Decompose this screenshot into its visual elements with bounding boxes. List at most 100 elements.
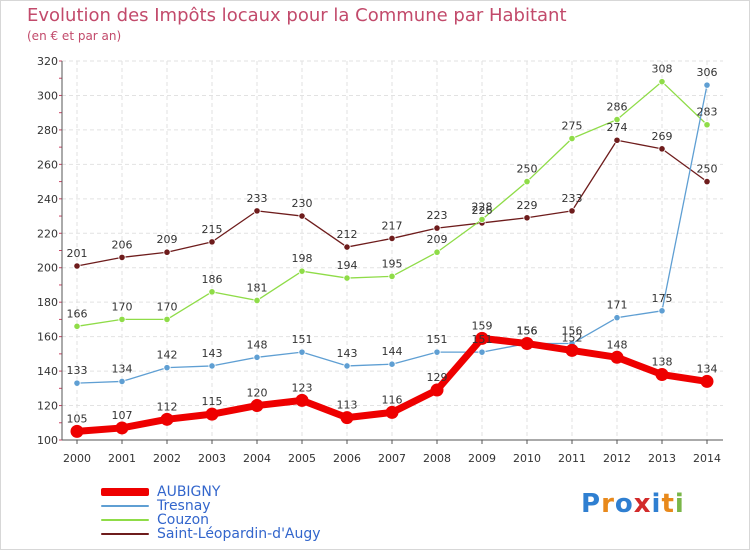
x-tick-label: 2012 — [603, 452, 631, 465]
data-label: 156 — [517, 325, 538, 338]
y-tick-label: 320 — [37, 55, 58, 68]
data-point — [700, 374, 714, 388]
data-point — [298, 267, 306, 275]
data-label: 133 — [67, 364, 88, 377]
legend: AUBIGNY Tresnay Couzon Saint-Léopardin-d'Au… — [101, 485, 321, 541]
data-label: 186 — [202, 273, 223, 286]
data-label: 151 — [472, 333, 493, 346]
data-label: 269 — [652, 130, 673, 143]
data-point — [478, 348, 486, 356]
legend-item: AUBIGNY — [101, 485, 321, 499]
data-point — [73, 322, 81, 330]
legend-swatch — [101, 533, 149, 535]
data-label: 151 — [292, 333, 313, 346]
x-tick-label: 2004 — [243, 452, 271, 465]
data-label: 138 — [652, 356, 673, 369]
x-tick-label: 2001 — [108, 452, 136, 465]
data-point — [70, 424, 84, 438]
data-label: 116 — [382, 393, 403, 406]
legend-swatch — [101, 519, 149, 521]
data-label: 175 — [652, 292, 673, 305]
data-point — [118, 315, 126, 324]
data-point — [475, 331, 489, 345]
data-point — [433, 224, 441, 232]
data-point — [568, 207, 576, 215]
data-label: 201 — [67, 247, 88, 260]
data-point — [703, 177, 711, 186]
data-label: 107 — [112, 409, 133, 422]
data-label: 229 — [517, 199, 538, 212]
data-label: 226 — [472, 204, 493, 217]
data-label: 206 — [112, 238, 133, 251]
data-label: 112 — [157, 400, 178, 413]
data-point — [523, 214, 531, 222]
data-label: 123 — [292, 381, 313, 394]
data-point — [205, 407, 219, 421]
logo-letter: x — [633, 489, 652, 519]
y-tick-label: 200 — [37, 262, 58, 275]
data-label: 143 — [202, 347, 223, 360]
data-point — [655, 368, 669, 382]
data-point — [343, 243, 351, 251]
data-point — [520, 337, 534, 351]
data-point — [613, 136, 621, 144]
data-point — [343, 274, 351, 282]
data-point — [298, 212, 306, 220]
legend-item: Couzon — [101, 513, 321, 527]
data-label: 159 — [472, 319, 493, 332]
data-label: 113 — [337, 399, 358, 412]
x-tick-label: 2011 — [558, 452, 586, 465]
data-point — [253, 296, 261, 305]
data-point — [433, 348, 441, 356]
data-label: 283 — [697, 106, 718, 119]
data-label: 156 — [562, 325, 583, 338]
data-label: 198 — [292, 252, 313, 265]
x-tick-label: 2005 — [288, 452, 316, 465]
data-label: 217 — [382, 219, 403, 232]
y-tick-label: 260 — [37, 158, 58, 171]
data-label: 171 — [607, 299, 628, 312]
data-label: 215 — [202, 223, 223, 236]
data-point — [163, 364, 171, 372]
data-label: 134 — [112, 362, 133, 375]
legend-item: Tresnay — [101, 499, 321, 513]
data-point — [523, 177, 531, 186]
data-point — [388, 234, 396, 243]
data-point — [613, 314, 621, 322]
data-label: 148 — [247, 338, 268, 351]
y-tick-label: 280 — [37, 124, 58, 137]
data-point — [478, 215, 486, 224]
x-tick-label: 2010 — [513, 452, 541, 465]
data-point — [388, 360, 396, 368]
y-tick-label: 120 — [37, 400, 58, 413]
data-point — [118, 377, 126, 386]
logo-letter: P — [581, 489, 602, 519]
data-label: 194 — [337, 259, 358, 272]
data-label: 170 — [157, 300, 178, 313]
data-label: 286 — [607, 101, 628, 114]
data-point — [388, 272, 396, 280]
data-point — [658, 78, 666, 86]
data-label: 230 — [292, 197, 313, 210]
data-point — [298, 348, 306, 356]
data-label: 308 — [652, 63, 673, 76]
y-tick-label: 140 — [37, 365, 58, 378]
logo-letter: i — [674, 489, 685, 519]
data-label: 142 — [157, 349, 178, 362]
data-label: 306 — [697, 66, 718, 79]
data-label: 129 — [427, 371, 448, 384]
data-point — [610, 350, 624, 364]
data-label: 115 — [202, 395, 223, 408]
data-point — [658, 307, 666, 315]
data-label: 181 — [247, 281, 268, 294]
x-tick-label: 2003 — [198, 452, 226, 465]
data-label: 275 — [562, 120, 583, 133]
data-point — [658, 145, 666, 153]
data-label: 209 — [427, 233, 448, 246]
legend-label: Tresnay — [157, 498, 211, 514]
chart-title: Evolution des Impôts locaux pour la Comm… — [27, 5, 567, 26]
data-label: 212 — [337, 228, 358, 241]
data-point — [160, 412, 174, 426]
data-label: 274 — [607, 121, 628, 134]
data-point — [703, 81, 711, 89]
